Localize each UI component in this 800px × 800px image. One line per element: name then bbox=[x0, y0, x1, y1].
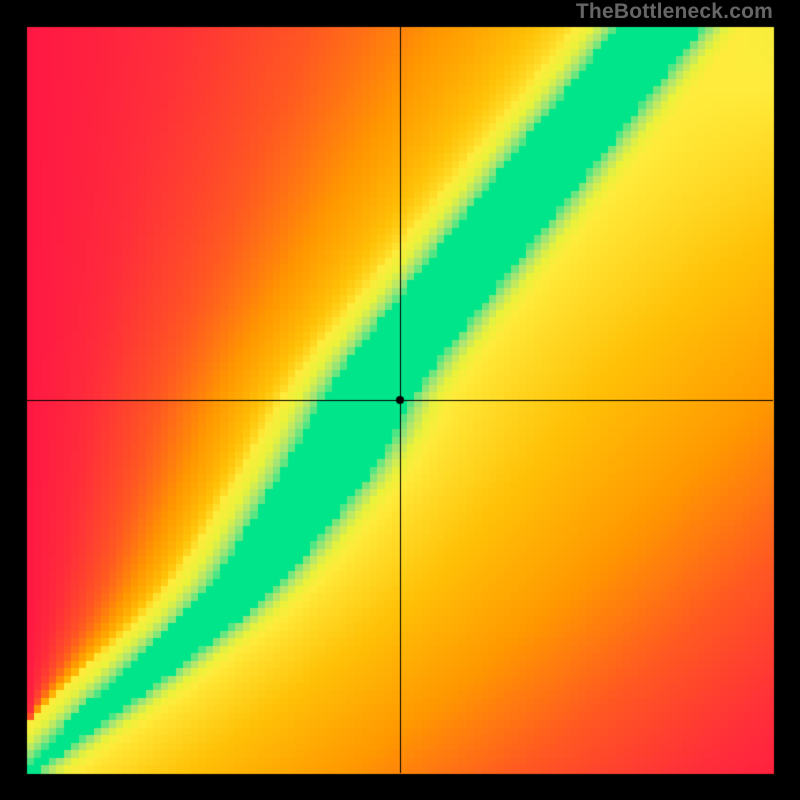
watermark-label: TheBottleneck.com bbox=[576, 0, 773, 24]
heatmap-canvas bbox=[0, 0, 800, 800]
chart-container: TheBottleneck.com bbox=[0, 0, 800, 800]
